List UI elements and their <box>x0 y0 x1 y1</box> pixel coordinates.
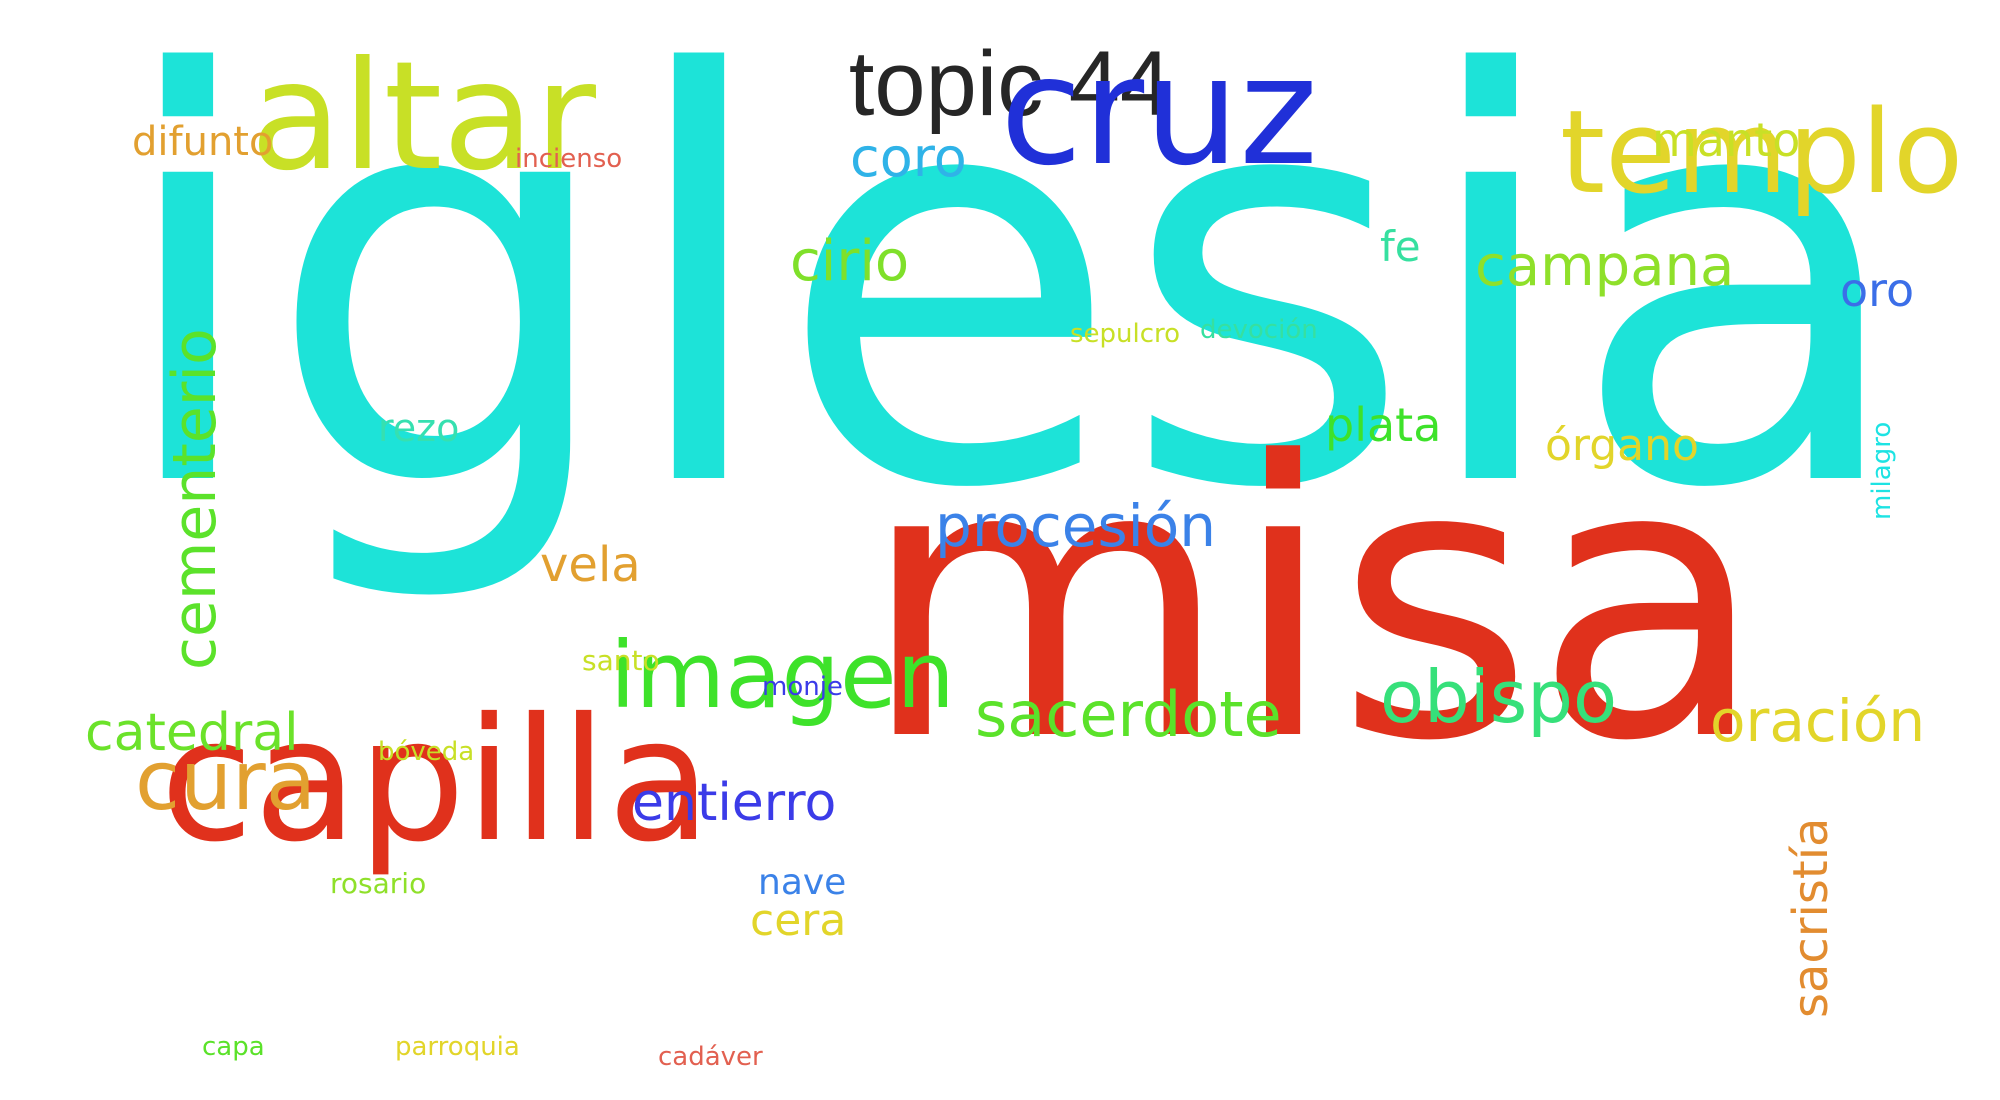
word-difunto: difunto <box>132 119 274 166</box>
word-organo: órgano <box>1545 419 1699 471</box>
word-imagen: imagen <box>610 621 955 729</box>
word-rosario: rosario <box>330 867 427 901</box>
word-catedral: catedral <box>85 703 299 764</box>
word-procesion: procesión <box>935 492 1217 561</box>
word-sacristia: sacristía <box>1783 817 1839 1018</box>
word-altar: altar <box>250 30 596 204</box>
word-entierro: entierro <box>632 773 837 834</box>
word-milagro: milagro <box>1867 421 1897 520</box>
word-nave: nave <box>758 862 847 904</box>
word-plata: plata <box>1325 398 1442 453</box>
word-manto: manto <box>1652 113 1801 168</box>
word-templo: templo <box>1560 85 1964 220</box>
word-devocion: devoción <box>1200 314 1318 345</box>
word-parroquia: parroquia <box>395 1031 520 1062</box>
word-iglesia: iglesia <box>110 0 1912 611</box>
word-cadaver: cadáver <box>658 1041 763 1072</box>
word-fe: fe <box>1380 221 1421 271</box>
word-boveda: bóveda <box>378 736 475 767</box>
word-cirio: cirio <box>790 229 910 295</box>
word-oracion: oración <box>1710 687 1926 756</box>
word-misa: misa <box>860 381 1767 825</box>
word-cementerio: cementerio <box>160 328 230 670</box>
word-cura: cura <box>135 733 317 829</box>
word-sepulcro: sepulcro <box>1070 318 1181 349</box>
chart-title: topic 44 <box>848 33 1172 135</box>
word-cera: cera <box>750 894 847 946</box>
word-coro: coro <box>850 125 967 189</box>
word-capilla: capilla <box>160 681 712 880</box>
word-sacerdote: sacerdote <box>975 678 1282 752</box>
word-rezo: rezo <box>378 405 460 450</box>
word-vela: vela <box>540 536 641 593</box>
word-incienso: incienso <box>515 143 623 174</box>
word-oro: oro <box>1840 263 1915 318</box>
word-santo: santo <box>582 644 660 678</box>
word-obispo: obispo <box>1380 654 1618 739</box>
word-capa: capa <box>202 1031 265 1062</box>
word-cruz: cruz <box>1000 25 1318 199</box>
word-campana: campana <box>1475 234 1735 300</box>
word-monje: monje <box>762 671 843 702</box>
